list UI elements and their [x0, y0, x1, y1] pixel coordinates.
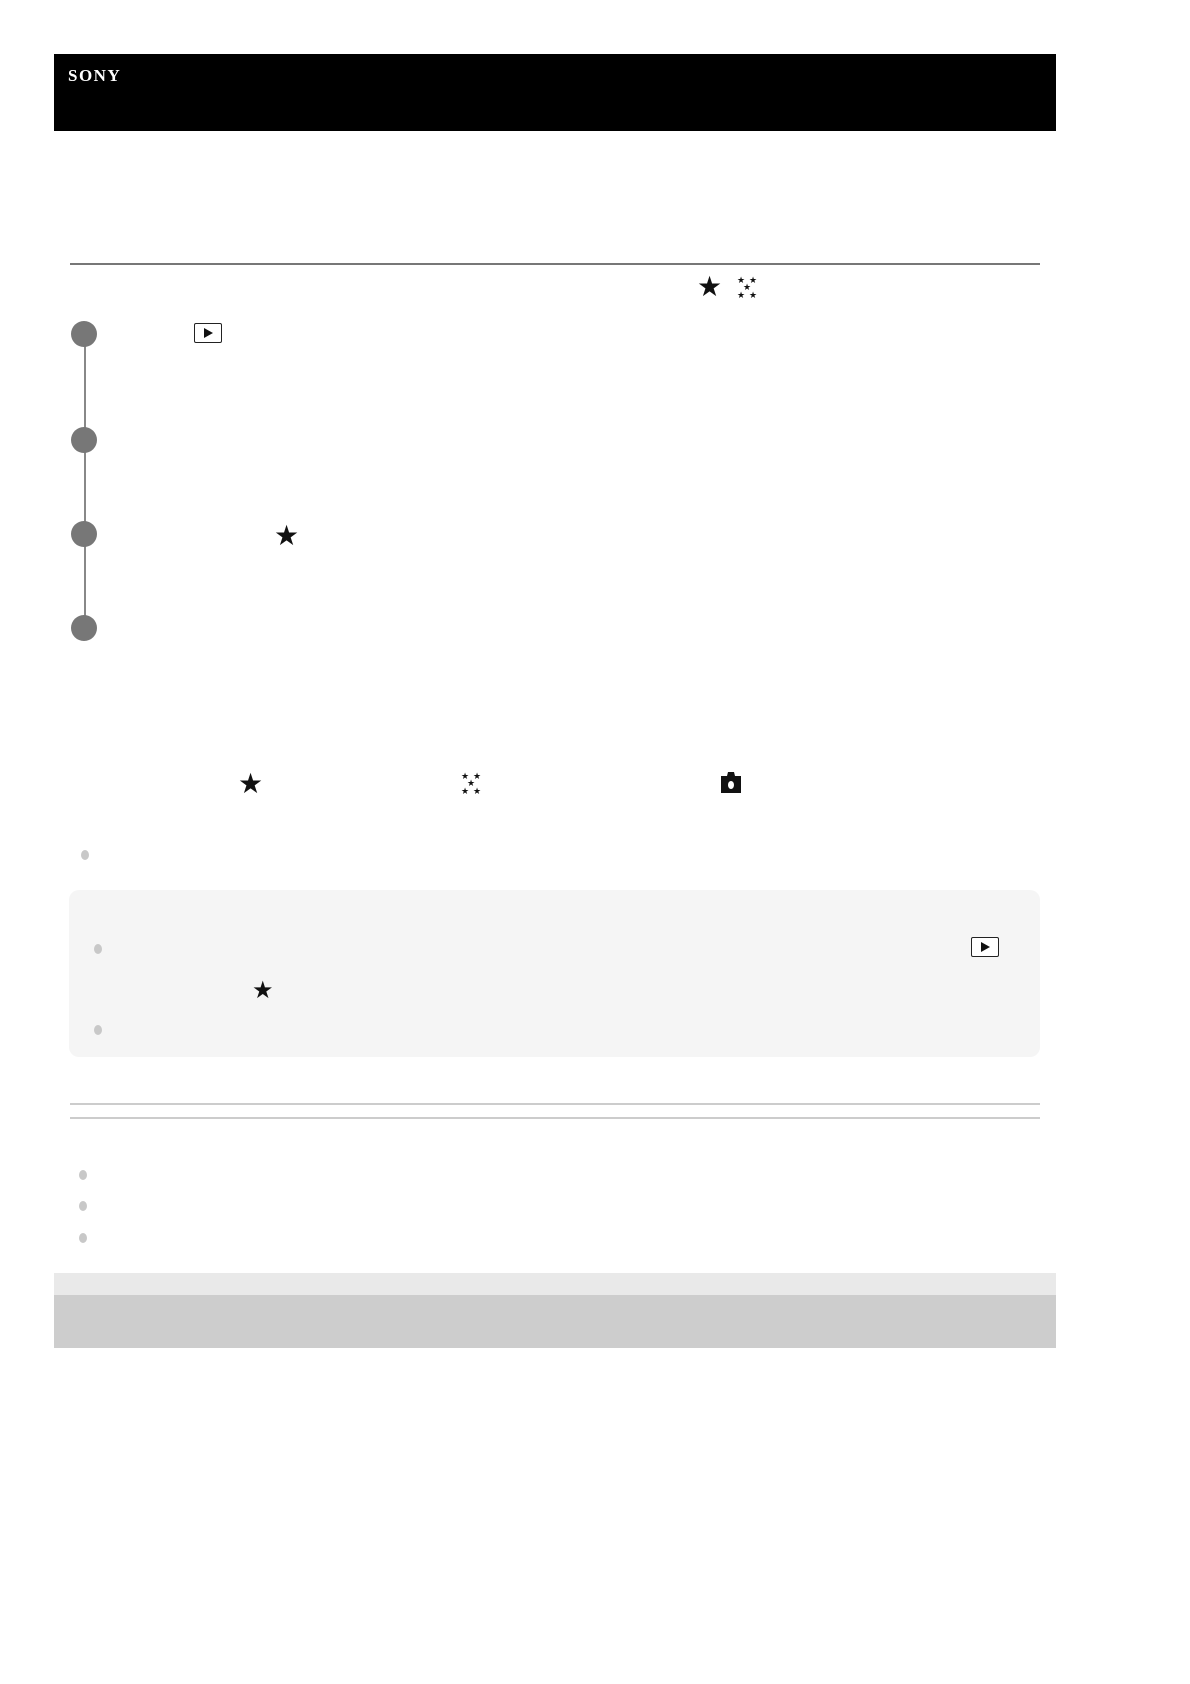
multi-star-icon: ★ ★ ★ ★ ★ [736, 275, 762, 301]
camera-icon [721, 772, 741, 793]
svg-text:★: ★ [737, 276, 745, 286]
star-icon: ★ [697, 271, 723, 302]
multi-star-icon: ★ ★ ★ ★ ★ [460, 771, 486, 797]
svg-text:★: ★ [737, 291, 745, 299]
step-marker-4 [71, 615, 97, 641]
playback-icon [194, 323, 222, 343]
star-icon: ★ [238, 768, 264, 799]
sony-logo: SONY [68, 66, 122, 85]
bullet [94, 1025, 102, 1035]
svg-text:★: ★ [461, 787, 469, 795]
svg-text:★: ★ [743, 283, 751, 293]
related-link-bullet [79, 1233, 87, 1243]
site-header: SONY [54, 54, 1056, 131]
step-marker-3 [71, 521, 97, 547]
svg-text:★: ★ [749, 276, 757, 286]
svg-text:★: ★ [749, 291, 757, 299]
step-marker-2 [71, 427, 97, 453]
star-icon: ★ [274, 520, 300, 551]
svg-text:★: ★ [473, 787, 481, 795]
related-divider-top [70, 1103, 1040, 1105]
bullet [94, 944, 102, 954]
title-divider [70, 263, 1040, 265]
related-divider-bottom [70, 1117, 1040, 1119]
svg-text:★: ★ [467, 779, 475, 789]
svg-text:★: ★ [461, 772, 469, 782]
steps-connector [84, 334, 86, 628]
related-link-bullet [79, 1201, 87, 1211]
bullet [81, 850, 89, 860]
step-marker-1 [71, 321, 97, 347]
svg-text:★: ★ [473, 772, 481, 782]
note-box: ★ [69, 890, 1040, 1057]
star-icon: ★ [252, 977, 274, 1004]
footer-bar [54, 1295, 1056, 1348]
playback-icon [971, 937, 999, 957]
related-link-bullet [79, 1170, 87, 1180]
footer-top-bar [54, 1273, 1056, 1295]
